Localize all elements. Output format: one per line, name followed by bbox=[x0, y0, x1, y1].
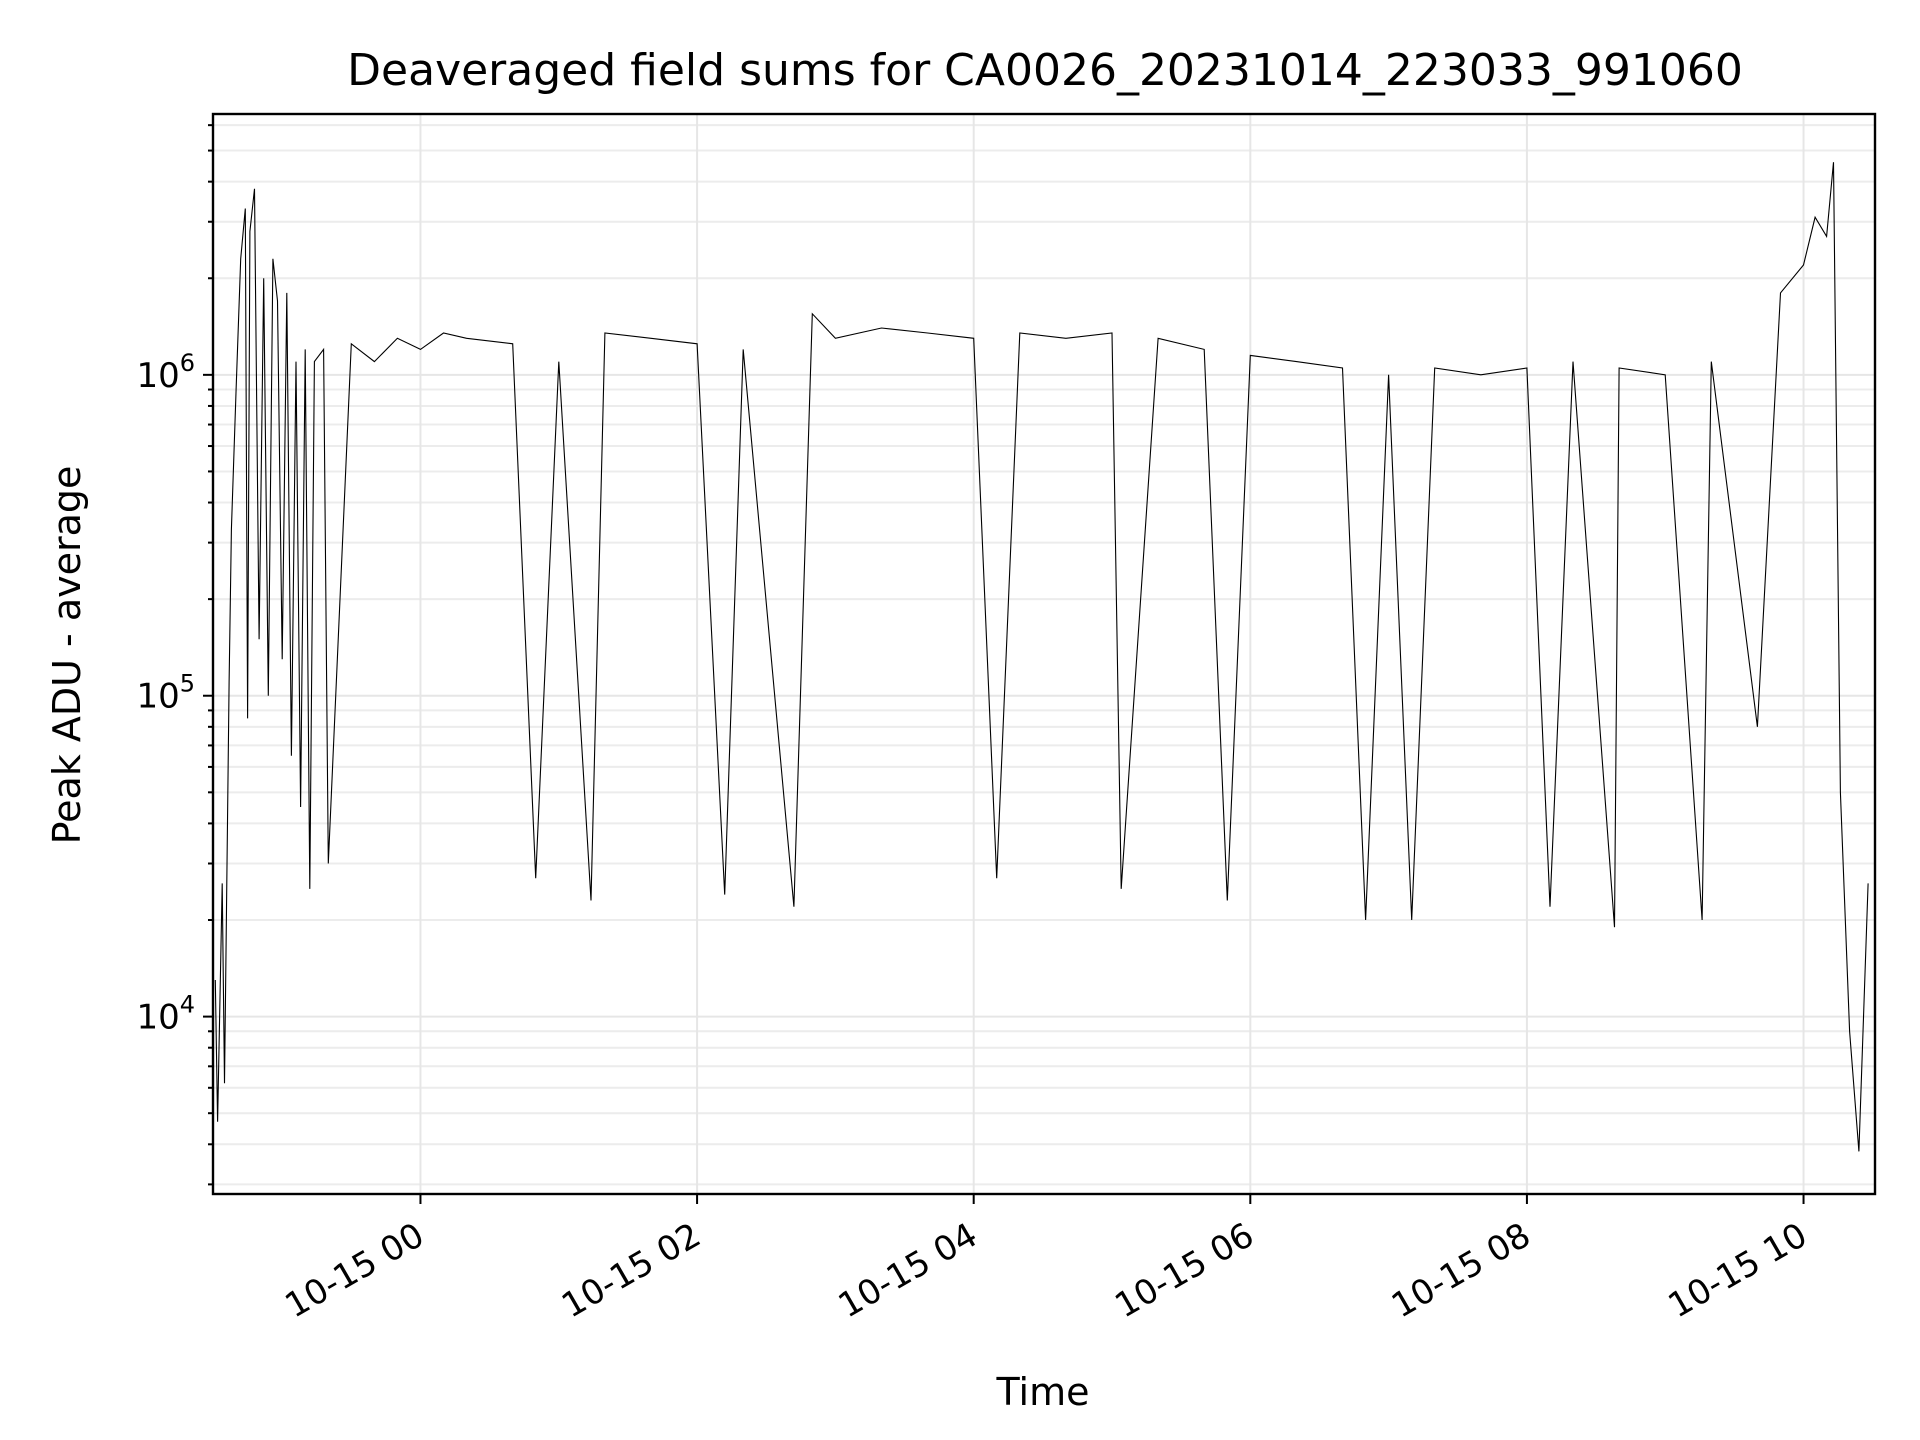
x-tick-label: 10-15 06 bbox=[1108, 1215, 1260, 1326]
y-tick-label: 104 bbox=[136, 991, 195, 1038]
x-tick-label: 10-15 02 bbox=[555, 1215, 707, 1326]
series-line bbox=[214, 162, 1869, 1152]
grid-layer bbox=[213, 114, 1875, 1194]
y-tick-label: 106 bbox=[136, 349, 195, 396]
plot-frame bbox=[211, 112, 1877, 1196]
ticks-layer: 104 105 106 10-15 00 10-15 02 10-15 04 10-15 0… bbox=[136, 124, 1814, 1326]
x-tick-label: 10-15 04 bbox=[832, 1215, 984, 1326]
y-tick-label: 105 bbox=[136, 670, 195, 717]
x-tick-label: 10-15 10 bbox=[1662, 1215, 1814, 1326]
chart-title: Deaveraged field sums for CA0026_2023101… bbox=[347, 45, 1743, 96]
x-axis-label: Time bbox=[996, 1370, 1090, 1414]
x-tick-label: 10-15 00 bbox=[279, 1215, 431, 1326]
series-layer bbox=[214, 162, 1869, 1152]
x-tick-label: 10-15 08 bbox=[1385, 1215, 1537, 1326]
y-axis-label: Peak ADU - average bbox=[45, 466, 89, 845]
